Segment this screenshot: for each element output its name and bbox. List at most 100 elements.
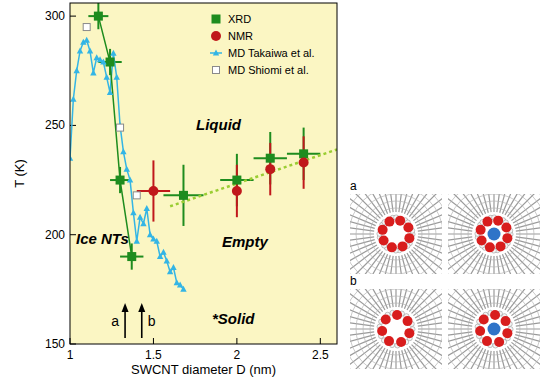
series-line [98,16,131,256]
wall-ring [448,289,540,369]
figure-panel: b [326,259,544,381]
triangle-marker [154,238,160,244]
y-axis-title: T (K) [12,159,27,188]
wall-line [448,289,478,313]
oxygen [502,233,512,243]
molecule-image [424,164,544,304]
wall-line [395,289,396,307]
triangle-marker [120,148,126,154]
circle-marker [265,164,275,174]
nanotube-wall [350,194,442,274]
triangle-marker [127,177,133,183]
triangle-marker [170,264,176,270]
oxygen [502,328,512,338]
oxygen [490,310,500,320]
legend-label: XRD [228,13,251,25]
triangle-marker [114,74,120,80]
triangle-marker [144,205,150,211]
wall-ring [448,289,540,369]
triangle-marker [87,48,93,54]
panel-label: a [350,179,357,193]
oxygen [482,217,492,227]
wall-ring [448,289,540,369]
wall-ring [461,296,527,362]
legend-marker [211,31,221,41]
wall-line [448,345,478,369]
triangle-marker [137,214,143,220]
wall-ring [350,194,442,274]
square-marker [179,191,188,200]
wall-line [350,194,379,221]
open-square-marker [117,124,124,131]
wall-line [493,194,494,212]
open-square-marker [83,24,90,31]
oxygen [387,242,397,252]
wall-line [418,328,442,329]
wall-ring [461,201,527,267]
ion [488,228,501,241]
wall-line [350,194,380,218]
series-line [170,149,337,206]
triangle-marker [70,96,76,102]
nanotube-wall [448,289,540,369]
legend-marker [213,67,220,74]
wall-line [395,351,396,369]
oxygen [493,216,503,226]
triangle-marker [90,69,96,75]
wall-line [350,250,380,274]
wall-ring [350,289,442,369]
wall-line [350,289,380,313]
arrow-head [138,303,145,312]
x-tick [320,338,321,344]
wall-ring [350,194,442,274]
y-tick-label: 200 [45,228,65,242]
wall-line [511,247,540,274]
wall-line [448,328,472,329]
wall-ring [350,289,442,369]
wall-line [412,194,442,218]
legend-marker [212,15,221,24]
wall-ring [350,194,442,274]
wall-line [493,256,494,274]
wall-ring [448,289,540,369]
annotation: *Solid [212,310,255,327]
square-marker [106,58,115,67]
legend-marker [213,50,219,56]
wall-ring [370,208,422,260]
triangle-marker [147,231,153,237]
square-marker [127,252,136,261]
wall-ring [448,194,540,274]
circle-marker [148,186,158,196]
data-group [70,3,337,292]
oxygen [477,236,487,246]
triangle-marker [140,220,146,226]
triangle-marker [134,238,140,244]
x-axis-title: SWCNT diameter D (nm) [131,362,276,377]
arrow-label: a [111,313,119,329]
wall-line [350,345,380,369]
oxygen [404,233,414,243]
x-tick-label: 2 [234,348,241,362]
oxygen [403,316,413,326]
wall-line [350,233,374,234]
oxygen [392,310,402,320]
wall-ring [356,289,436,369]
y-tick-label: 250 [45,118,65,132]
nanotube-wall [448,194,540,274]
oxygen [494,337,504,347]
triangle-marker [164,257,170,263]
x-tick-label: 1.5 [145,348,162,362]
oxygen [501,316,511,326]
series-line [70,40,183,289]
wall-line [412,345,442,369]
triangle-marker [177,281,183,287]
wall-line [350,328,374,329]
wall-ring [468,303,520,355]
square-marker [116,176,125,185]
oxygen [398,241,408,251]
oxygen [384,217,394,227]
wall-line [395,256,396,274]
triangle-marker [124,166,130,172]
ion [488,323,501,336]
triangle-marker [110,50,116,56]
